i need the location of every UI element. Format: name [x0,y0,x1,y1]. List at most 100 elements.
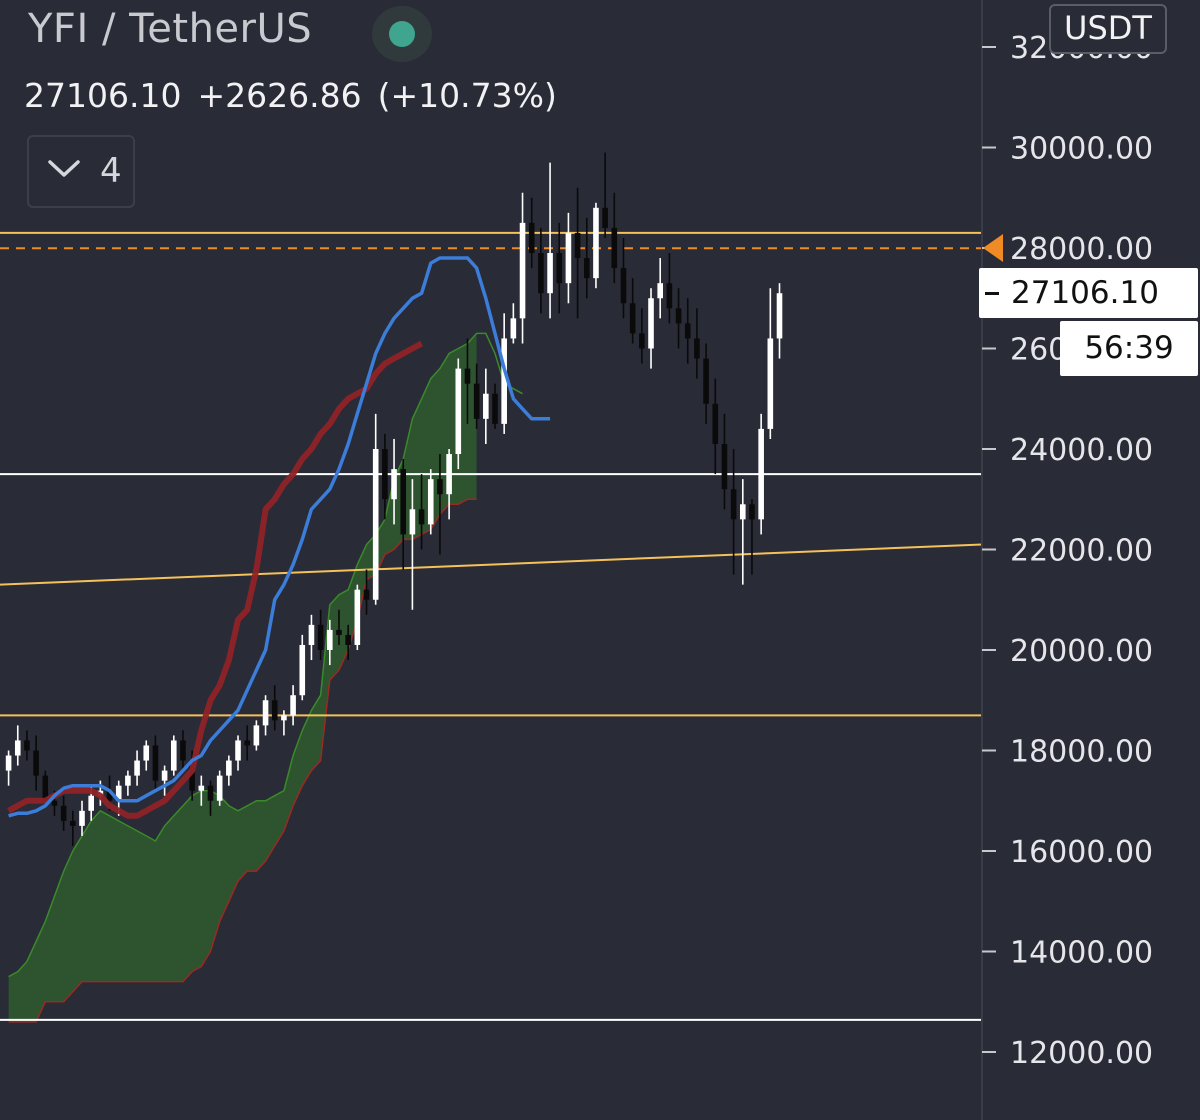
candle [767,288,774,439]
y-tick-label: 12000.00 [1010,1036,1153,1071]
candle-body [620,268,627,304]
candle-body [446,454,452,495]
candle-body [629,303,636,334]
leading-span-b-line [8,498,477,1023]
base-line [7,340,424,819]
candle-body [437,479,443,495]
candle [207,780,214,816]
candle [611,192,618,284]
candle [24,730,30,761]
indicators-toggle-button[interactable]: 4 [27,135,135,208]
alert-marker-icon[interactable] [983,234,1003,262]
candle-body [675,308,682,324]
candle-body [152,745,159,781]
candle [758,413,764,535]
candle [327,619,333,666]
candle [547,162,553,319]
candle [749,499,755,575]
candle [519,192,526,344]
candle [666,253,673,324]
trendline [0,543,983,586]
candle-body [409,509,416,535]
candle-body [198,785,205,791]
candle-body [565,232,572,284]
candle-body [556,253,563,284]
candle-body [226,760,232,776]
candle [675,288,682,349]
candle-body [235,740,241,761]
candle [703,343,709,424]
candle [574,187,581,319]
candle [262,695,269,736]
candle-body [583,258,590,279]
candle [299,634,306,701]
candle-body [547,253,553,294]
live-status-icon [372,6,432,62]
leading-span-a-line [8,332,523,978]
candle [473,363,480,429]
candle-body [510,318,517,339]
last-price-tag: 27106.10 [979,268,1198,318]
indicator-lines [7,256,551,819]
candle [125,770,131,796]
cloud-area [8,333,477,1022]
candle [336,609,342,645]
candle-body [262,700,269,726]
candle [244,725,251,761]
candle [382,433,388,520]
candle-body [207,785,214,801]
candle-body [694,338,700,359]
candle [492,383,498,429]
y-tick-label: 18000.00 [1010,735,1153,770]
candle [281,710,287,736]
candle [345,624,351,661]
candle-body [24,740,30,751]
bar-countdown: 56:39 [1060,321,1198,376]
candle [79,800,85,836]
candle-body [161,770,168,781]
candle [427,469,434,535]
horizontal-levels [0,231,983,1021]
candle-body [79,810,85,826]
candle-body [134,760,140,776]
candle [593,202,599,289]
candle-body [739,504,746,520]
candle-body [88,795,94,811]
candle-body [758,428,764,520]
candle-body [749,504,755,520]
candle-body [327,629,333,650]
candle [161,765,168,796]
candle [620,237,627,319]
chevron-down-icon [48,160,80,177]
candle-body [382,449,388,500]
y-tick-label: 22000.00 [1010,534,1153,569]
conversion-line [8,256,551,818]
candle-body [290,695,296,716]
price-axis: 12000.00 14000.00 16000.00 18000.00 20000.00… [981,0,1153,1120]
price-change: +2626.86 [197,76,362,115]
ichimoku-cloud [8,332,523,1023]
currency-badge[interactable]: USDT [1049,4,1167,54]
candle [152,735,159,791]
candle [400,459,407,570]
candle [639,308,645,364]
candle-body [666,283,673,309]
candle [143,740,150,771]
y-tick-label: 14000.00 [1010,936,1153,971]
candle-body [189,760,195,791]
candle [712,378,719,475]
candle [317,609,324,661]
candle-body [712,403,719,444]
candle-body [125,775,131,786]
candle [5,750,12,786]
symbol-title[interactable]: YFI / TetherUS [28,6,313,52]
candle-body [372,449,379,600]
candle-body [5,755,12,771]
candle [648,288,654,369]
candle [271,685,278,731]
candle [510,303,517,344]
candle-body [473,383,480,419]
candle-body [767,338,774,429]
y-tick-label: 24000.00 [1010,433,1153,468]
